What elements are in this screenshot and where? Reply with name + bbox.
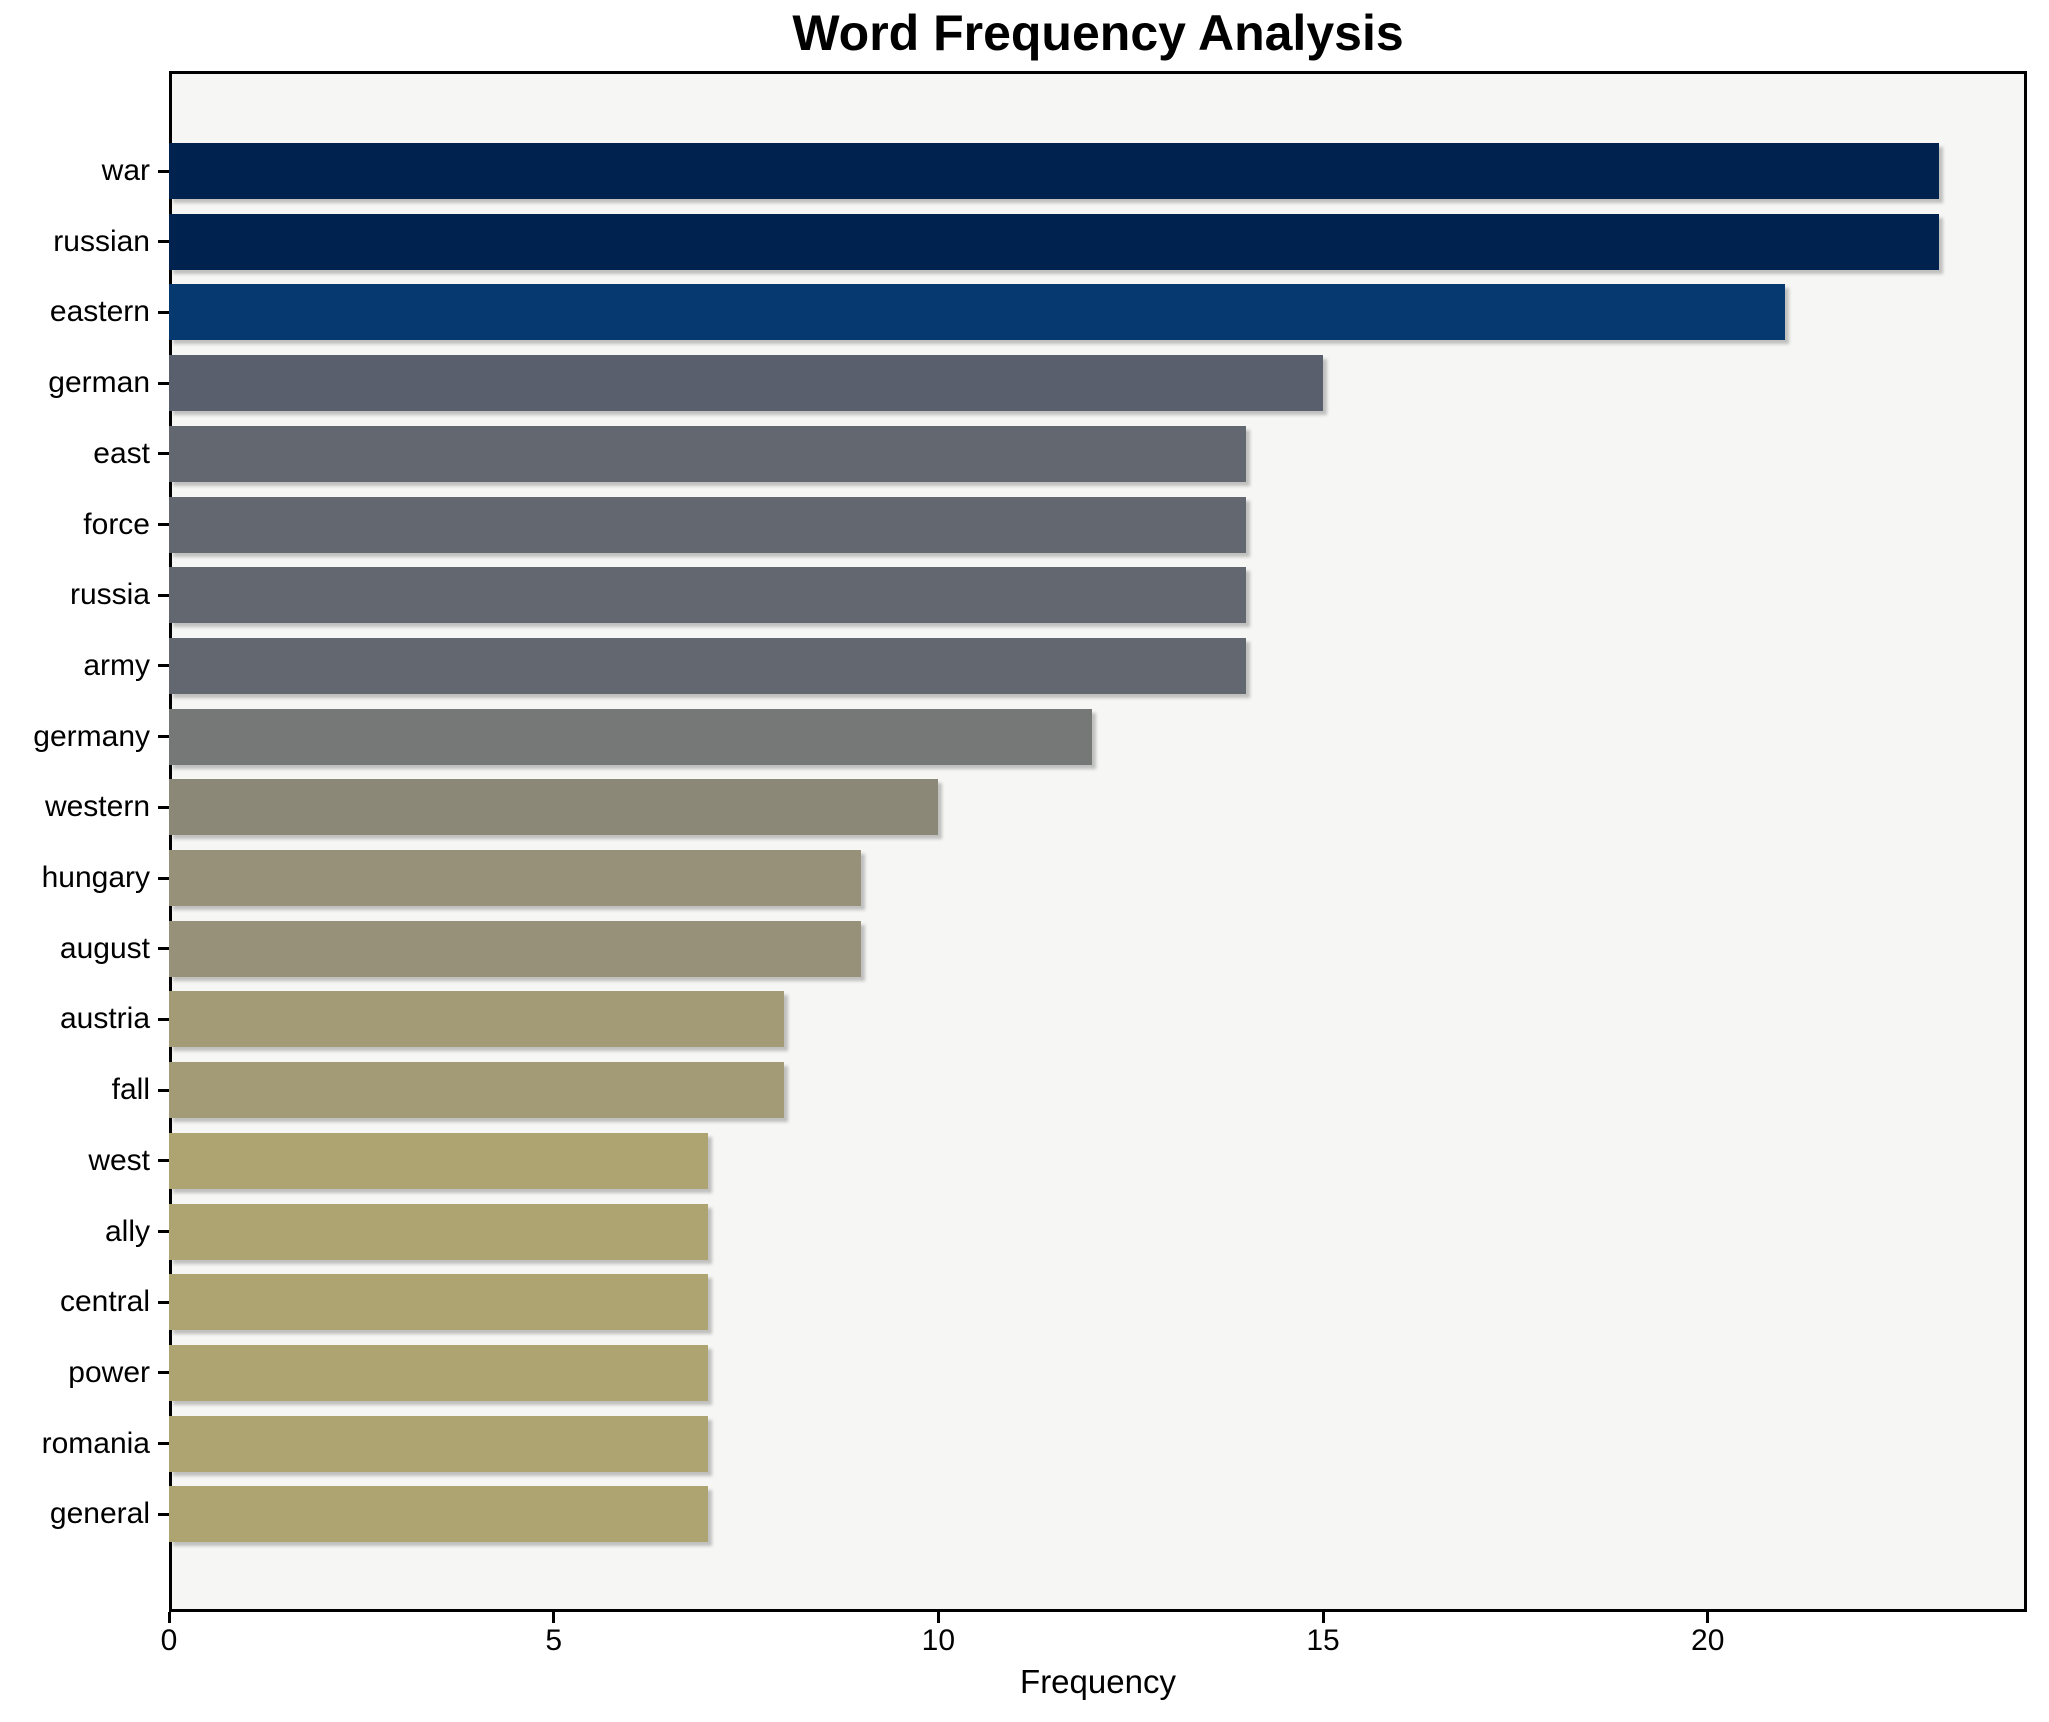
y-tick-mark [158,1017,169,1021]
y-tick-label-central: central [59,1285,150,1319]
x-axis-label: Frequency [1020,1663,1176,1700]
y-tick-label-power: power [68,1355,150,1389]
y-tick-mark [158,1442,169,1446]
bar-german [169,355,1324,412]
x-tick-label-10: 10 [921,1624,956,1657]
bar-general [169,1486,708,1543]
x-tick-label-5: 5 [545,1624,563,1657]
y-tick-mark [158,381,169,385]
y-tick-mark [158,310,169,314]
bar-eastern [169,284,1785,341]
y-tick-mark [158,1230,169,1233]
y-tick-label-august: august [59,931,150,965]
x-tick-label-20: 20 [1691,1624,1725,1657]
x-tick-label-15: 15 [1306,1624,1340,1657]
y-tick-mark [158,1088,169,1092]
y-tick-mark [158,523,169,526]
y-tick-label-west: west [88,1143,150,1177]
y-tick-label-east: east [93,436,150,470]
y-tick-mark [158,947,169,951]
bar-army [169,637,1247,694]
y-tick-mark [158,169,169,173]
bar-germany [169,708,1093,765]
y-tick-label-war: war [101,154,150,187]
bar-hungary [169,850,862,906]
bar-central [169,1274,708,1331]
y-tick-label-fall: fall [111,1073,150,1107]
x-tick-mark [167,1612,171,1623]
y-tick-mark [158,1159,169,1163]
y-tick-label-russian: russian [53,224,150,258]
y-tick-label-eastern: eastern [49,295,150,329]
bar-romania [169,1415,708,1472]
y-tick-label-western: western [44,790,150,824]
y-tick-label-romania: romania [41,1426,150,1460]
y-tick-label-general: general [49,1497,150,1531]
bar-east [169,425,1247,482]
bar-power [169,1344,708,1401]
y-tick-mark [158,664,169,668]
y-tick-mark [158,452,169,456]
bar-west [169,1132,708,1189]
x-tick-label-0: 0 [160,1624,178,1657]
bar-western [169,779,939,836]
x-tick-mark [1321,1612,1325,1623]
y-tick-mark [158,1300,169,1304]
y-tick-label-austria: austria [59,1002,150,1036]
bar-august [169,920,862,977]
x-tick-mark [936,1612,940,1623]
y-tick-label-germany: germany [33,719,150,753]
y-tick-mark [158,240,169,244]
y-tick-label-ally: ally [104,1214,150,1248]
bars-layer [169,71,2027,1612]
y-tick-mark [158,876,169,880]
y-tick-mark [158,593,169,597]
bar-fall [169,1062,785,1119]
y-tick-mark [158,735,169,739]
x-tick-mark [1706,1612,1710,1623]
bar-austria [169,991,785,1048]
x-tick-mark [552,1612,556,1623]
y-tick-label-army: army [83,648,150,682]
y-tick-label-force: force [83,507,150,541]
y-tick-label-hungary: hungary [41,861,150,894]
bar-russia [169,567,1247,624]
y-tick-mark [158,1371,169,1375]
bar-force [169,496,1247,553]
bar-war [169,143,1939,199]
y-tick-mark [158,1512,169,1516]
y-tick-label-russia: russia [69,578,150,612]
y-tick-mark [158,805,169,809]
bar-russian [169,213,1939,270]
y-tick-label-german: german [48,366,150,400]
chart-title: Word Frequency Analysis [792,5,1404,61]
bar-ally [169,1203,708,1260]
